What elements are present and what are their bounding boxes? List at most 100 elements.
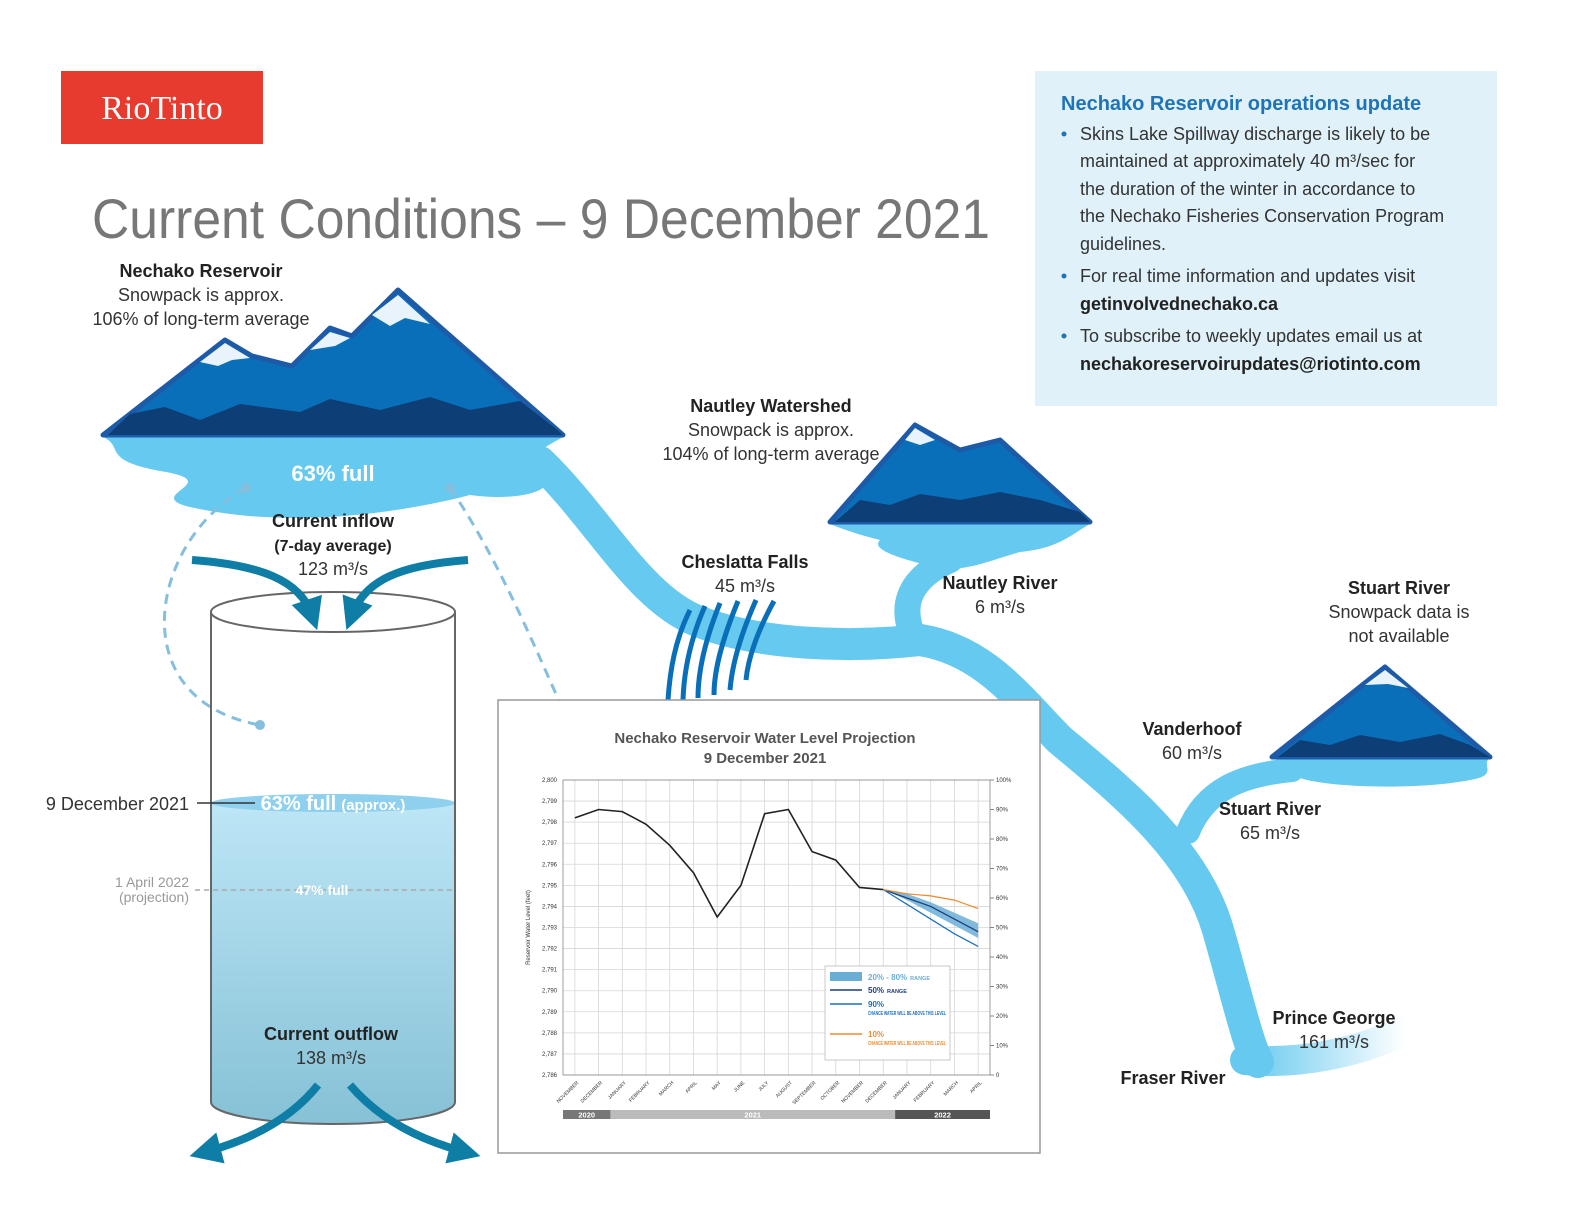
series-line	[883, 889, 979, 933]
y-tick-label: 2,794	[542, 904, 558, 910]
place-detail: 45 m³/s	[715, 576, 775, 596]
place-detail: not available	[1348, 626, 1449, 646]
current-date: 9 December 2021	[46, 794, 189, 814]
bullet-link: nechakoreservoirupdates@riotinto.com	[1080, 354, 1421, 374]
legend-box	[824, 965, 951, 1061]
nechako-river	[524, 446, 1274, 1078]
y-tick-label: 2,799	[542, 799, 558, 805]
y2-tick-label: 100%	[996, 778, 1012, 784]
inflow-label: Current inflow	[272, 511, 395, 531]
place-name: Stuart River	[1219, 799, 1321, 819]
update-heading: Nechako Reservoir operations update	[1061, 93, 1421, 115]
year-label: 2020	[578, 1111, 595, 1120]
y-tick-label: 2,790	[542, 989, 558, 995]
logo-text: RioTinto	[101, 90, 223, 127]
y-tick-label: 2,793	[542, 926, 558, 932]
legend-name: 20% - 80%	[868, 973, 907, 982]
current-level-value: 63% full	[261, 793, 337, 815]
y-tick-label: 2,789	[542, 1010, 558, 1016]
year-band	[563, 1110, 611, 1119]
place-name: Vanderhoof	[1142, 719, 1242, 739]
legend-swatch	[830, 972, 862, 981]
year-label: 2021	[744, 1111, 761, 1120]
reservoir-level: 63% full	[291, 461, 374, 486]
place-detail: 161 m³/s	[1299, 1032, 1369, 1052]
outflow-value: 138 m³/s	[296, 1048, 366, 1068]
y2-tick-label: 40%	[996, 955, 1009, 961]
y2-tick-label: 90%	[996, 808, 1009, 814]
chart: Nechako Reservoir Water Level Projection…	[526, 730, 1012, 1120]
y-tick-label: 2,795	[542, 883, 558, 889]
projection-date: 1 April 2022	[115, 874, 189, 890]
chart-title: Nechako Reservoir Water Level Projection	[614, 730, 915, 747]
series-line	[883, 888, 979, 910]
place-detail: 65 m³/s	[1240, 823, 1300, 843]
place-detail: Snowpack data is	[1328, 602, 1469, 622]
inflow-note: (7-day average)	[274, 538, 391, 555]
y-tick-label: 2,797	[542, 841, 558, 847]
place-detail: Snowpack is approx.	[688, 420, 854, 440]
y-tick-label: 2,800	[542, 778, 558, 784]
legend-name: 90%	[868, 1000, 884, 1009]
bullet-link: getinvolvednechako.ca	[1080, 294, 1279, 314]
bullet-text: the duration of the winter in accordance…	[1080, 179, 1415, 199]
update-box	[1035, 71, 1497, 406]
bullet-text: maintained at approximately 40 m³/sec fo…	[1080, 151, 1415, 171]
bullet-dot	[1061, 333, 1067, 339]
bullet-text: the Nechako Fisheries Conservation Progr…	[1080, 206, 1444, 226]
series-line	[574, 808, 884, 919]
reservoir-snowpack: Snowpack is approx.	[118, 285, 284, 305]
projection-level: 47% full	[296, 882, 349, 898]
y2-tick-label: 80%	[996, 837, 1009, 843]
bullet-dot	[1061, 273, 1067, 279]
place-name: Nautley Watershed	[690, 396, 851, 416]
legend-entry: 50% RANGE	[868, 986, 907, 995]
page-title: Current Conditions – 9 December 2021	[92, 187, 990, 250]
legend-entry: 10%	[868, 1030, 884, 1039]
current-level-qualifier: (approx.)	[341, 797, 405, 814]
reservoir-name: Nechako Reservoir	[119, 261, 282, 281]
bullet-text: To subscribe to weekly updates email us …	[1080, 326, 1422, 346]
y-tick-label: 2,787	[542, 1052, 558, 1058]
stuart-mountain	[1269, 664, 1493, 787]
y-tick-label: 2,796	[542, 862, 558, 868]
cheslatta-falls	[665, 598, 777, 701]
bullet-dot	[1061, 131, 1067, 137]
outflow-label: Current outflow	[264, 1024, 399, 1044]
legend-note: RANGE	[887, 989, 907, 995]
series-line	[882, 889, 979, 947]
legend-entry: 90%	[868, 1000, 884, 1009]
y-tick-label: 2,786	[542, 1073, 558, 1079]
place-name: Nautley River	[942, 573, 1057, 593]
projection-note: (projection)	[119, 889, 189, 905]
inflow-value: 123 m³/s	[298, 559, 368, 579]
flow-arrows	[189, 556, 481, 1164]
place-detail: 104% of long-term average	[662, 444, 879, 464]
nautley-mountain	[827, 422, 1093, 569]
stuart-river	[1176, 758, 1304, 844]
y-tick-label: 2,798	[542, 820, 558, 826]
place-name: Stuart River	[1348, 578, 1450, 598]
legend-note: RANGE	[910, 976, 930, 982]
y2-tick-label: 20%	[996, 1014, 1009, 1020]
legend-note: CHANCE WATER WILL BE ABOVE THIS LEVEL	[868, 1041, 946, 1047]
year-band	[895, 1110, 990, 1119]
y2-tick-label: 0	[996, 1073, 1000, 1079]
place-detail: 60 m³/s	[1162, 743, 1222, 763]
y2-tick-label: 30%	[996, 985, 1009, 991]
bullet-text: For real time information and updates vi…	[1080, 266, 1415, 286]
chart-frame	[497, 699, 1041, 1154]
place-name: Fraser River	[1120, 1068, 1225, 1088]
place-name: Cheslatta Falls	[681, 552, 808, 572]
nechako-mountain	[100, 287, 566, 518]
y-axis-label: Reservoir Water Level (feet)	[526, 890, 532, 965]
y-tick-label: 2,791	[542, 968, 558, 974]
y2-tick-label: 10%	[996, 1044, 1009, 1050]
y-tick-label: 2,788	[542, 1031, 558, 1037]
reservoir-snowpack: 106% of long-term average	[92, 309, 309, 329]
y2-tick-label: 50%	[996, 926, 1009, 932]
y2-tick-label: 60%	[996, 896, 1009, 902]
